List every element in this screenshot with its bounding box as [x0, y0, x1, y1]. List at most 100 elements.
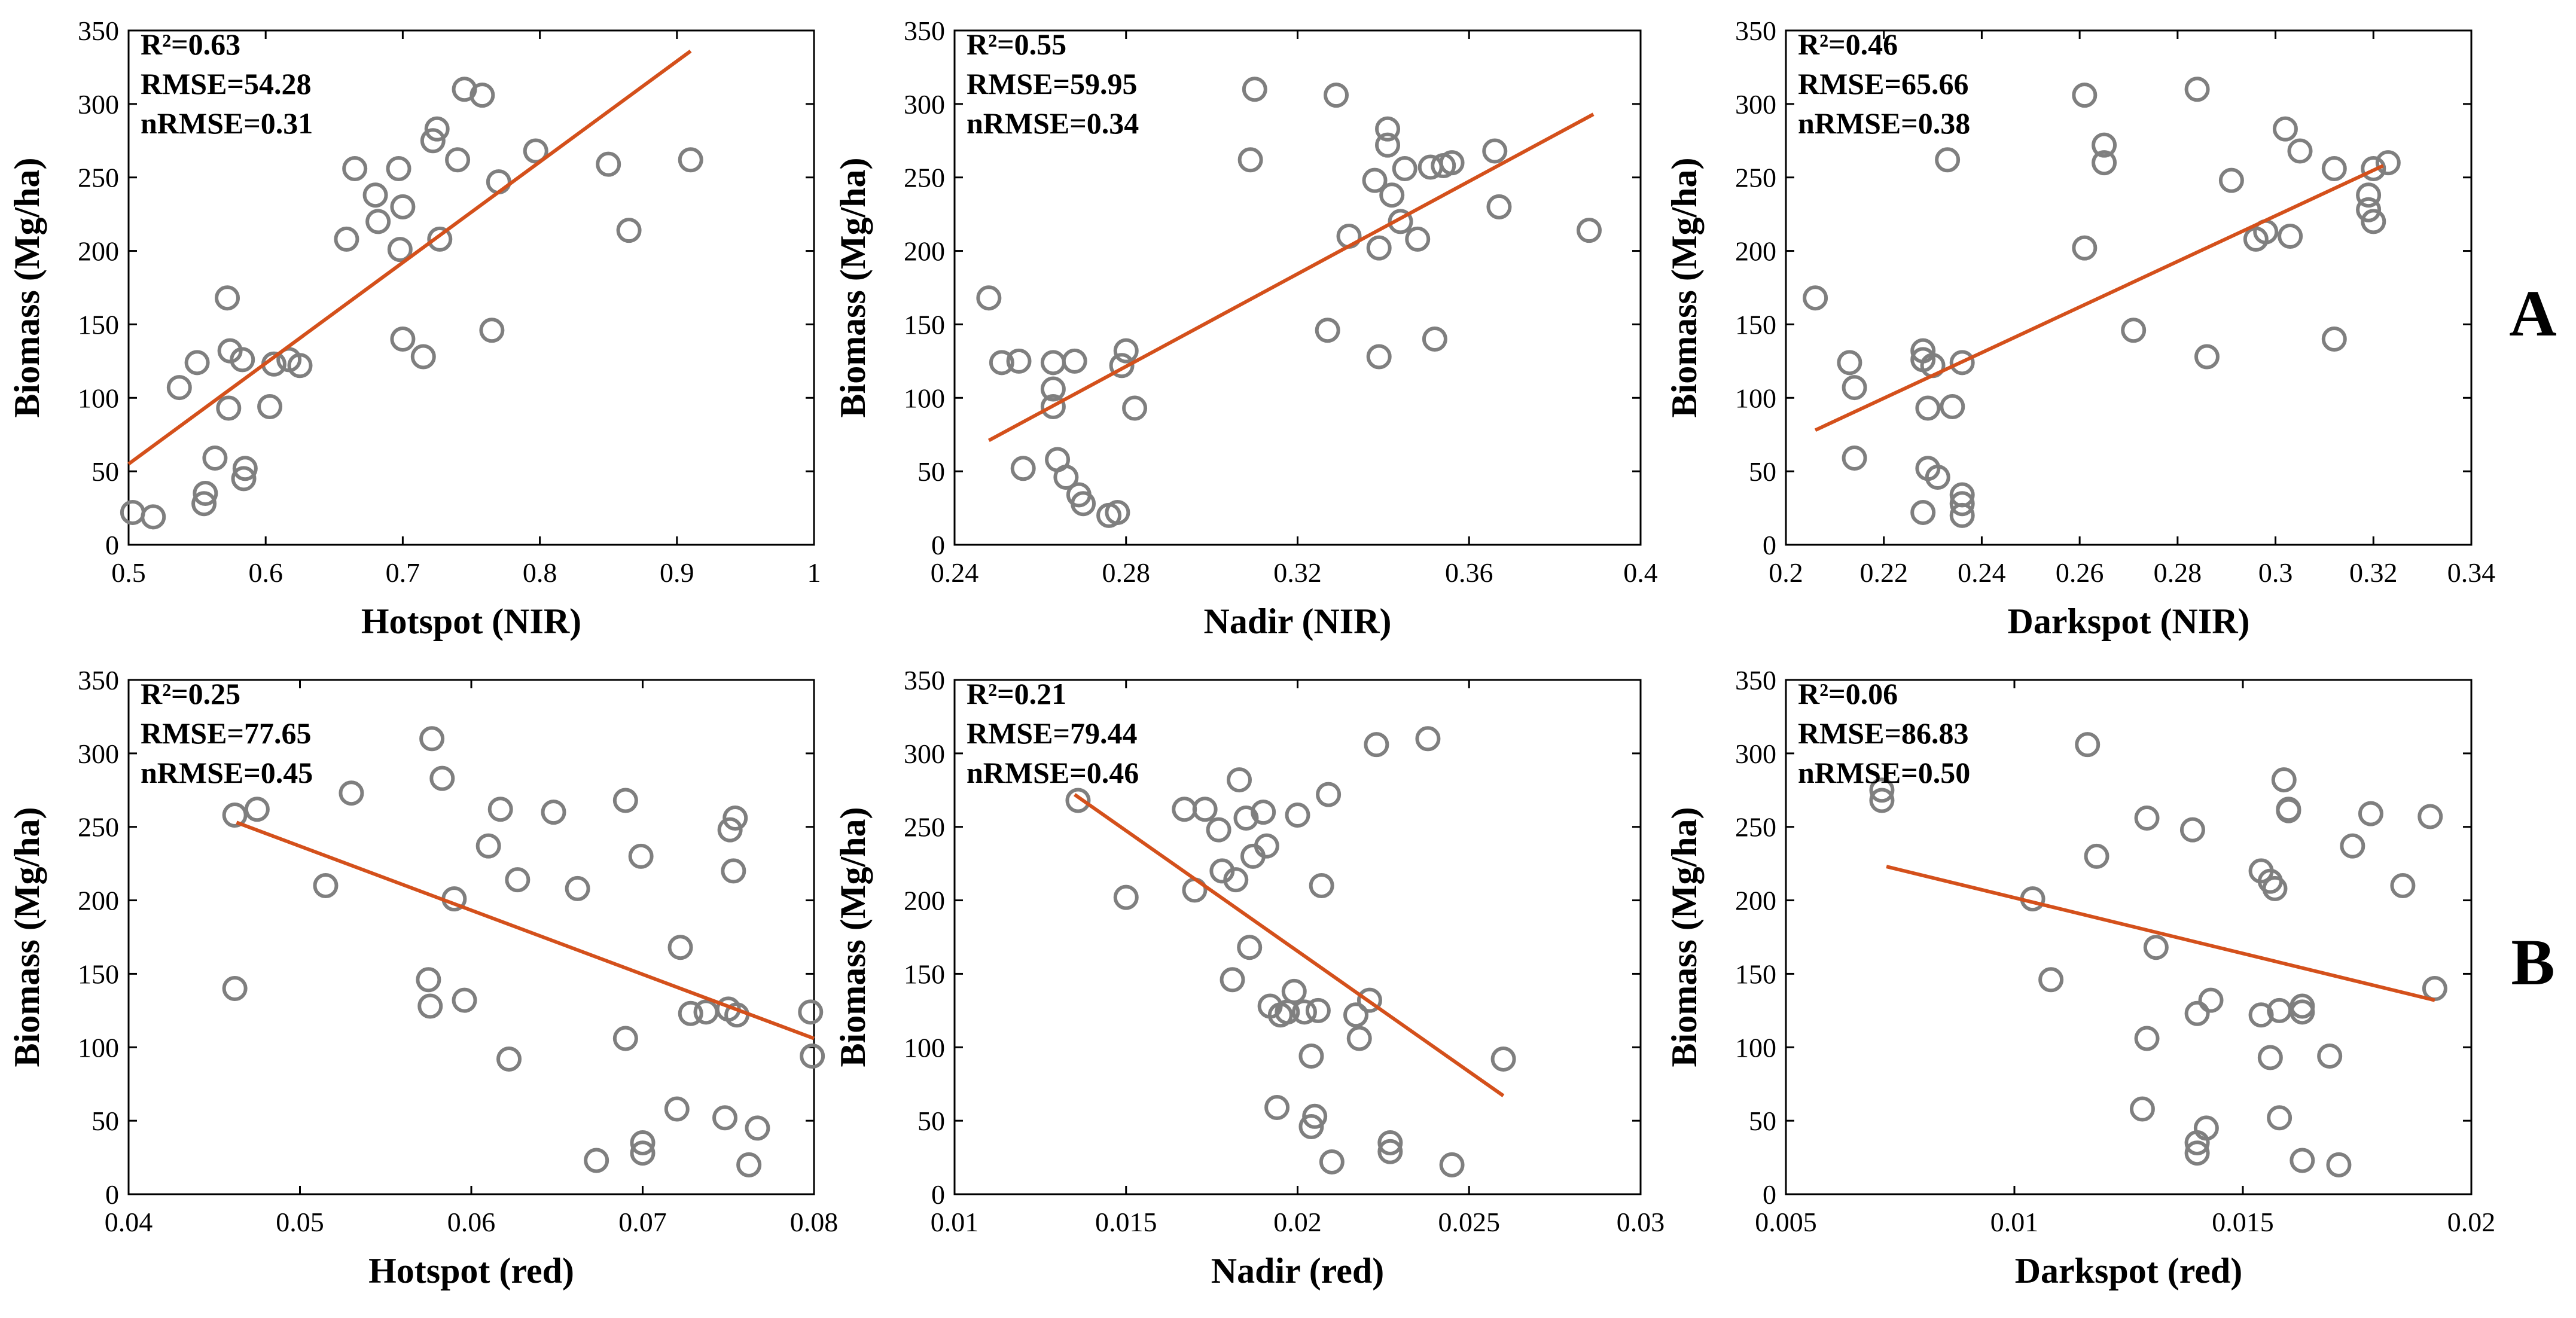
x-tick-label: 0.7 — [386, 557, 420, 588]
data-point — [2390, 873, 2416, 898]
data-point — [452, 987, 477, 1013]
x-tick-label: 0.36 — [1445, 557, 1493, 588]
data-point — [1869, 788, 1895, 813]
data-point — [166, 375, 192, 401]
data-point — [230, 347, 255, 373]
data-point — [1388, 209, 1413, 234]
y-tick-label: 0 — [931, 530, 945, 560]
x-tick-label: 0.26 — [2056, 557, 2104, 588]
x-tick-label: 0.5 — [111, 557, 146, 588]
data-point — [1065, 788, 1091, 813]
x-axis-label: Darkspot (red) — [2015, 1251, 2243, 1290]
data-point — [1006, 348, 1032, 374]
data-point — [1490, 1046, 1516, 1072]
data-point — [1377, 1139, 1403, 1164]
data-point — [1113, 338, 1139, 364]
y-axis-label: Biomass (Mg/ha) — [833, 158, 873, 418]
data-point — [496, 1046, 522, 1072]
data-point — [2356, 197, 2382, 222]
data-point — [2287, 138, 2313, 164]
x-tick-label: 0.005 — [1755, 1207, 1817, 1237]
data-point — [1949, 491, 1975, 517]
data-point — [1375, 132, 1401, 158]
y-tick-label: 50 — [917, 456, 945, 487]
x-tick-label: 0.015 — [1095, 1207, 1157, 1237]
data-point — [1439, 150, 1465, 176]
nrmse-label: nRMSE=0.46 — [967, 756, 1139, 789]
data-point — [1237, 147, 1263, 173]
data-point — [717, 817, 743, 843]
data-point — [2121, 318, 2147, 343]
data-point — [1439, 1152, 1465, 1177]
data-point — [1377, 1130, 1403, 1155]
x-tick-label: 1 — [807, 557, 821, 588]
y-tick-label: 350 — [1735, 16, 1776, 46]
y-axis-label: Biomass (Mg/ha) — [833, 807, 873, 1067]
data-point — [420, 128, 446, 154]
data-point — [2092, 150, 2117, 176]
data-point — [1925, 464, 1950, 490]
data-point — [470, 83, 495, 108]
rmse-label: RMSE=77.65 — [141, 716, 311, 750]
data-point — [2340, 833, 2365, 859]
data-point — [1375, 116, 1401, 142]
data-point — [1227, 767, 1252, 793]
data-point — [287, 353, 313, 379]
data-point — [1113, 884, 1139, 910]
y-tick-label: 50 — [92, 456, 119, 487]
data-point — [1316, 782, 1342, 807]
scatter-panel: 0.04 0.05 0.06 0.07 0.08 0 50 100 150 200 250 300 35… — [7, 665, 838, 1290]
regression-line — [1074, 793, 1505, 1097]
x-tick-label: 0.01 — [931, 1207, 979, 1237]
x-tick-label: 0.025 — [1438, 1207, 1501, 1237]
data-point — [410, 344, 436, 370]
x-tick-label: 0.015 — [2212, 1207, 2274, 1237]
data-point — [1281, 978, 1307, 1004]
x-tick-label: 0.04 — [105, 1207, 153, 1237]
data-point — [222, 976, 248, 1001]
data-point — [1949, 350, 1975, 376]
y-tick-label: 150 — [904, 309, 945, 340]
data-point — [429, 765, 455, 791]
data-point — [2317, 1044, 2343, 1069]
data-point — [2321, 327, 2347, 352]
rmse-label: RMSE=79.44 — [967, 716, 1137, 750]
data-point — [1315, 318, 1340, 343]
y-tick-label: 250 — [78, 812, 119, 843]
nrmse-label: nRMSE=0.34 — [967, 106, 1139, 140]
data-point — [1366, 344, 1392, 370]
data-point — [1869, 777, 1895, 803]
y-tick-label: 300 — [904, 739, 945, 769]
data-point — [1319, 1149, 1345, 1174]
data-point — [628, 843, 654, 869]
y-tick-label: 0 — [105, 1179, 119, 1210]
x-axis-label: Hotspot (NIR) — [361, 602, 581, 641]
row-label-a: A — [2509, 277, 2556, 350]
data-point — [1298, 1113, 1324, 1139]
data-point — [1053, 464, 1079, 490]
data-point — [191, 491, 217, 517]
data-point — [2129, 1096, 2155, 1122]
data-point — [1251, 800, 1276, 825]
data-point — [721, 858, 746, 884]
data-point — [1172, 797, 1197, 822]
y-tick-label: 150 — [1735, 959, 1776, 989]
data-point — [486, 169, 511, 195]
data-point — [202, 446, 228, 471]
data-point — [505, 867, 531, 893]
y-tick-label: 350 — [904, 16, 945, 46]
data-point — [1254, 833, 1279, 859]
data-point — [2248, 1002, 2274, 1028]
data-point — [417, 993, 443, 1019]
data-point — [2267, 1105, 2293, 1131]
data-point — [1837, 350, 1862, 376]
data-point — [800, 1044, 825, 1069]
data-point — [1264, 1095, 1290, 1121]
data-point — [1346, 1026, 1372, 1051]
data-point — [678, 147, 703, 173]
data-point — [231, 466, 257, 492]
y-tick-label: 250 — [1735, 163, 1776, 193]
y-axis-label: Biomass (Mg/ha) — [1665, 158, 1704, 418]
data-point — [1842, 446, 1867, 471]
y-tick-label: 150 — [1735, 309, 1776, 340]
